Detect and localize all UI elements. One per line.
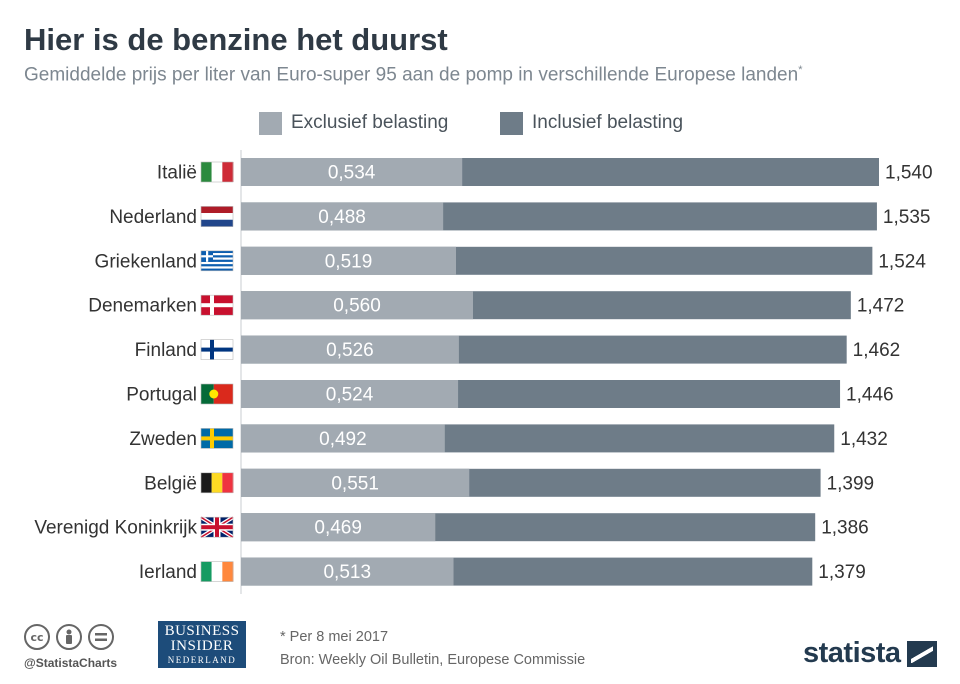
data-label-exclusief: 0,488 [318, 207, 366, 228]
source-text: Bron: Weekly Oil Bulletin, Europese Comm… [280, 652, 586, 668]
category-label: Verenigd Koninkrijk [34, 518, 197, 539]
chart-title: Hier is de benzine het duurst [24, 22, 448, 57]
chart-subtitle: Gemiddelde prijs per liter van Euro-supe… [24, 64, 803, 86]
belgium-flag [200, 472, 234, 494]
footnote-block: * Per 8 mei 2017 Bron: Weekly Oil Bullet… [280, 626, 585, 672]
bar-exclusief [241, 335, 459, 364]
data-label-inclusief: 1,540 [885, 163, 933, 184]
data-label-inclusief: 1,535 [883, 207, 931, 228]
bar-exclusief [241, 468, 470, 497]
bar-exclusief [241, 246, 457, 275]
cc-icon: cc [24, 624, 50, 650]
license-block: cc @StatistaCharts [24, 624, 117, 670]
by-icon [56, 624, 82, 650]
data-label-exclusief: 0,526 [326, 340, 374, 361]
netherlands-flag [200, 206, 234, 227]
legend-label-incl: Inclusief belasting [532, 112, 684, 133]
bar-exclusief [241, 158, 463, 186]
footnote-date: * Per 8 mei 2017 [280, 629, 389, 645]
legend-item-excl: Exclusief belasting [259, 110, 448, 136]
data-label-inclusief: 1,386 [821, 518, 869, 539]
denmark-flag [200, 294, 234, 316]
data-label-exclusief: 0,524 [326, 385, 374, 406]
bar-exclusief [241, 202, 444, 231]
bar-exclusief [241, 557, 454, 586]
business-insider-logo: BUSINESS INSIDER NEDERLAND [158, 621, 246, 668]
data-label-exclusief: 0,560 [333, 296, 381, 317]
legend-item-incl: Inclusief belasting [500, 110, 683, 136]
category-label: Italië [157, 163, 197, 184]
data-label-inclusief: 1,399 [827, 473, 875, 494]
data-label-exclusief: 0,469 [314, 518, 362, 539]
data-label-exclusief: 0,534 [328, 163, 376, 184]
statista-mark-icon [906, 640, 937, 667]
portugal-flag [200, 383, 234, 405]
category-label: Finland [135, 340, 197, 361]
data-label-inclusief: 1,379 [818, 562, 866, 583]
category-label: Nederland [109, 207, 197, 228]
bar-exclusief [241, 424, 445, 453]
bar-exclusief [241, 380, 459, 408]
uk-flag [199, 515, 235, 539]
data-label-exclusief: 0,551 [331, 473, 379, 494]
category-label: Ierland [139, 562, 197, 583]
data-label-inclusief: 1,446 [846, 385, 894, 406]
ireland-flag [200, 561, 234, 582]
category-label: Zweden [129, 429, 197, 450]
legend-swatch-incl [500, 111, 523, 135]
bar-exclusief [241, 513, 436, 542]
bar-exclusief [241, 291, 473, 320]
italy-flag [200, 161, 234, 183]
finland-flag [200, 339, 234, 360]
category-label: Denemarken [88, 296, 197, 317]
category-label: België [144, 473, 197, 494]
statista-wordmark: statista [803, 637, 901, 669]
nd-icon [88, 624, 114, 650]
sweden-flag [200, 428, 234, 449]
category-label: Portugal [126, 385, 197, 406]
data-label-inclusief: 1,472 [857, 296, 905, 317]
data-label-inclusief: 1,462 [853, 340, 901, 361]
data-label-inclusief: 1,524 [878, 251, 926, 272]
subtitle-footnote-mark: * [798, 64, 803, 76]
data-label-inclusief: 1,432 [840, 429, 888, 450]
data-label-exclusief: 0,492 [319, 429, 367, 450]
legend-label-excl: Exclusief belasting [291, 112, 449, 133]
data-label-exclusief: 0,519 [325, 251, 373, 272]
bar-chart: 0,534 1,540 Italië 0,488 1,535 Nederland 0,519… [34, 150, 933, 594]
statista-logo[interactable]: statista [803, 637, 937, 670]
legend-swatch-excl [259, 111, 282, 135]
category-label: Griekenland [95, 251, 197, 272]
statista-handle: @StatistaCharts [24, 656, 118, 670]
greece-flag [200, 250, 234, 272]
data-label-exclusief: 0,513 [323, 562, 371, 583]
